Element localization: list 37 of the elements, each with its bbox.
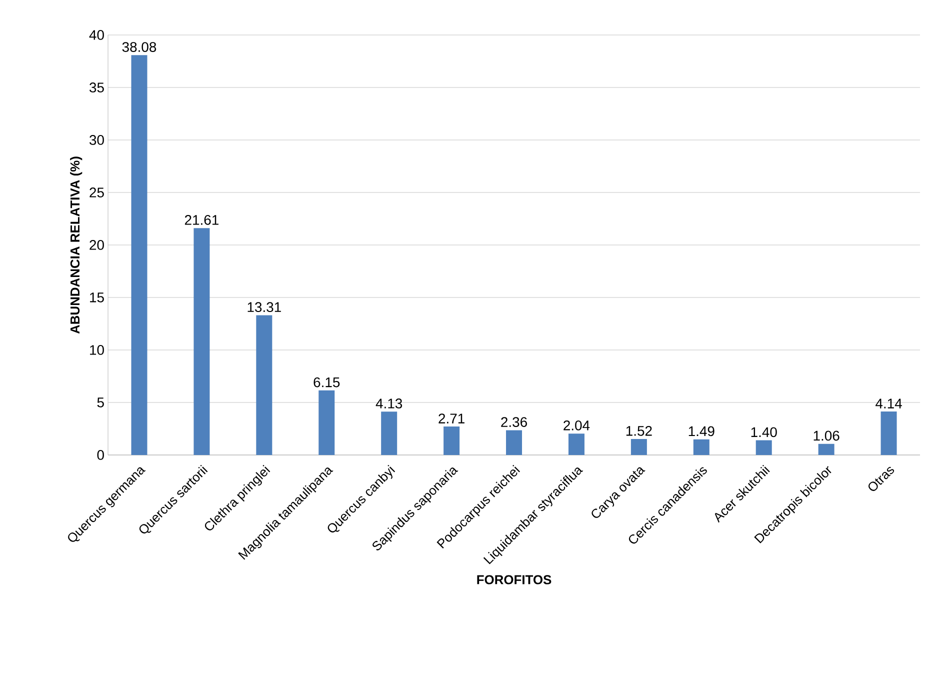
- x-axis-title: FOROFITOS: [477, 575, 552, 584]
- y-axis-title: ABUNDANCIA RELATIVA (%): [70, 156, 82, 334]
- data-label: 2.04: [564, 420, 590, 430]
- bar: [131, 55, 148, 455]
- data-label: 4.13: [376, 398, 402, 408]
- y-tick-label: 20: [90, 240, 104, 250]
- data-label: 38.08: [122, 42, 156, 52]
- bar: [818, 444, 834, 455]
- y-tick-label: 40: [89, 30, 104, 40]
- data-label: 2.71: [438, 414, 464, 424]
- bar: [194, 228, 210, 455]
- y-tick-label: 15: [90, 292, 104, 302]
- bar: [568, 434, 584, 455]
- y-tick-label: 30: [90, 135, 104, 145]
- data-label: 1.49: [688, 426, 714, 436]
- bar: [381, 412, 398, 455]
- bar: [318, 390, 335, 455]
- data-label: 1.06: [814, 430, 840, 441]
- bar: [444, 426, 460, 455]
- y-tick-label: 25: [90, 188, 104, 198]
- y-tick-label: 35: [90, 82, 104, 92]
- bar: [693, 439, 710, 455]
- data-label: 6.15: [314, 377, 340, 388]
- y-tick-label: 10: [90, 345, 104, 355]
- data-label: 2.36: [501, 417, 527, 428]
- bar: [630, 439, 647, 455]
- data-label: 1.40: [751, 427, 777, 438]
- bar: [506, 430, 522, 455]
- data-label: 4.14: [876, 398, 902, 408]
- data-label: 21.61: [184, 214, 218, 225]
- bar: [256, 315, 272, 455]
- data-label: 1.52: [626, 426, 652, 436]
- y-tick-label: 0: [97, 450, 104, 460]
- bar: [756, 440, 772, 455]
- y-tick-label: 5: [97, 398, 104, 408]
- data-label: 13.31: [248, 302, 281, 312]
- bar: [880, 412, 897, 455]
